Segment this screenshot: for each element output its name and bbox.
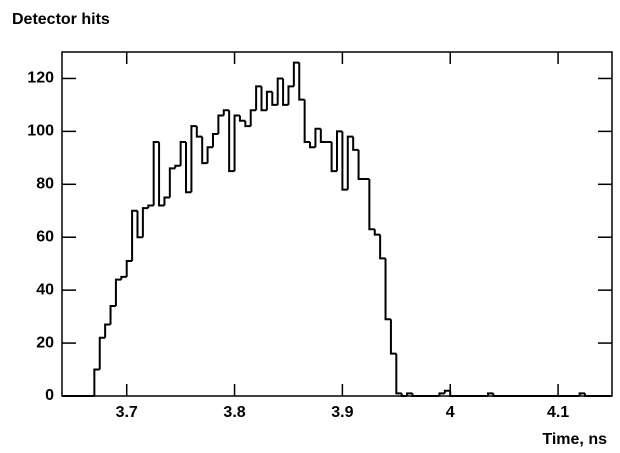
plot-frame [61,51,613,397]
y-tick-label: 100 [27,123,54,140]
histogram-bin [292,61,300,87]
histogram-bin [265,90,273,111]
histogram-bin [233,114,240,172]
histogram-bin [147,204,154,209]
histogram-bin [357,149,364,181]
y-tick-label: 60 [36,228,54,245]
histogram-bin [411,393,418,397]
histogram-bin [400,393,408,397]
histogram-bin [303,99,311,143]
histogram-bin [152,140,160,206]
y-tick-label: 80 [36,176,54,193]
histogram-bin [93,368,100,396]
histogram-bin [319,128,327,143]
histogram-bin [346,135,354,190]
histogram-bin [341,131,348,191]
histogram-bin [309,141,316,149]
x-axis-label: Time, ns [542,431,607,448]
histogram-bin [238,115,246,122]
y-tick-label: 40 [36,281,54,298]
histogram-bin [249,109,257,127]
histogram-bin [190,125,197,193]
histogram-bin [114,278,122,307]
x-tick-label: 3.7 [116,404,138,421]
histogram-bin [211,133,219,148]
histogram-bin [298,62,305,101]
histogram-bin [163,196,170,206]
histogram-bin [449,390,456,397]
histogram-bin [373,229,381,236]
histogram-bin [104,323,111,338]
histogram-bin [174,164,181,169]
histogram-bin [336,130,343,172]
histogram-bin [136,210,143,239]
histogram-bin [276,77,284,105]
histogram-bin [578,392,586,396]
histogram-bin [271,91,278,106]
histogram-bin [185,141,192,194]
histogram-bin [98,336,106,370]
histogram-bin [330,141,337,173]
histogram-bin [438,392,445,396]
histogram-bin [282,78,289,106]
histogram-bin [486,392,494,396]
histogram-bin [217,114,224,135]
histogram-bin [201,136,208,165]
chart-title: Detector hits [12,11,110,28]
histogram-bin [395,353,402,395]
x-tick-label: 4 [446,404,455,421]
y-tick-label: 0 [45,387,54,404]
histogram-bin [389,319,397,355]
histogram-bin [141,207,149,238]
histogram-bin [368,179,375,231]
histogram-bin [379,234,386,260]
x-tick-label: 4.1 [547,404,569,421]
x-tick-label: 3.8 [223,404,245,421]
histogram-bin [287,85,294,105]
histogram-bin [158,141,165,207]
x-tick-label: 3.9 [331,404,353,421]
histogram-bin [179,140,187,166]
histogram-bin [314,127,321,148]
histogram-bin [222,109,230,116]
histogram-bin [206,146,213,164]
histogram-bin [131,209,138,262]
histogram-bin [109,305,116,325]
histogram-bin [195,126,203,138]
histogram-bin [352,136,359,151]
histogram-bin [125,260,133,277]
y-tick-label: 120 [27,70,54,87]
y-tick-label: 20 [36,334,54,351]
histogram-bin [228,110,235,173]
histogram-bin [384,258,391,321]
histogram-bin [120,275,127,280]
histogram-bin [255,85,262,111]
histogram-bin [244,120,251,128]
histogram-bin [260,86,267,112]
histogram-bin [443,389,451,394]
histogram-bin [492,393,499,397]
histogram-bin [406,392,413,396]
histogram-bin [168,167,176,198]
histogram-bin [584,393,591,397]
